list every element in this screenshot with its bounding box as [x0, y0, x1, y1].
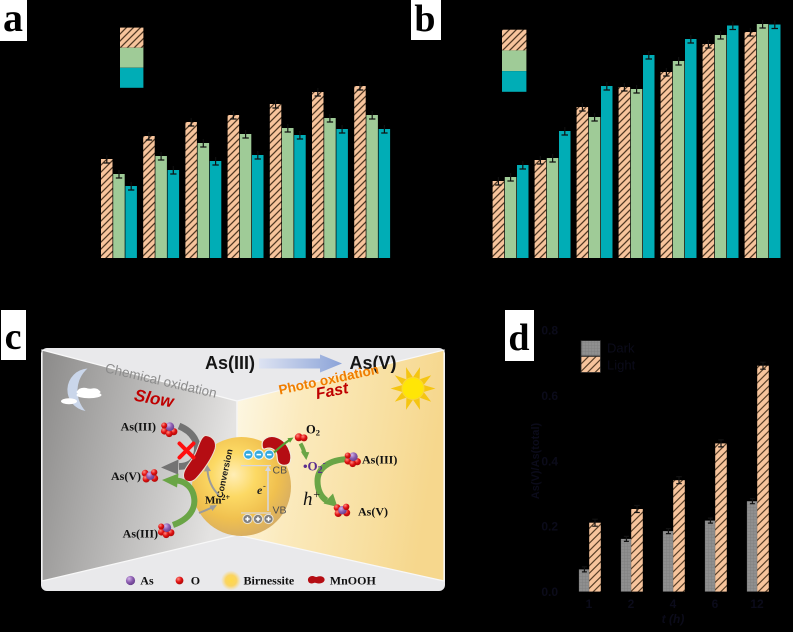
svg-text:As(III): As(III): [123, 527, 158, 541]
svg-text:CB: CB: [273, 465, 288, 477]
svg-text:VB: VB: [273, 505, 287, 517]
svg-text:d: d: [508, 317, 529, 359]
svg-text:As(V)/As(total): As(V)/As(total): [530, 422, 542, 499]
svg-text:b: b: [414, 0, 435, 40]
svg-text:2: 2: [628, 597, 635, 611]
svg-text:O: O: [191, 574, 200, 588]
svg-text:0.4: 0.4: [541, 454, 558, 468]
svg-text:0.6: 0.6: [541, 389, 558, 403]
svg-text:12: 12: [750, 597, 764, 611]
svg-text:As(III): As(III): [362, 453, 397, 467]
svg-text:As(V): As(V): [349, 353, 396, 373]
svg-text:•O2-: •O2-: [303, 458, 326, 476]
svg-text:Light: Light: [607, 358, 636, 373]
svg-text:4: 4: [670, 597, 677, 611]
svg-text:t (h): t (h): [662, 612, 685, 626]
svg-text:Fast: Fast: [314, 380, 350, 403]
svg-text:c: c: [5, 316, 22, 358]
svg-text:1: 1: [586, 597, 593, 611]
svg-text:As(III): As(III): [205, 353, 255, 373]
svg-text:e: e: [257, 483, 263, 497]
svg-text:Birnessite: Birnessite: [244, 574, 295, 588]
svg-text:6: 6: [712, 597, 719, 611]
svg-text:MnOOH: MnOOH: [330, 574, 377, 588]
svg-text:As: As: [140, 574, 154, 588]
svg-text:-: -: [263, 481, 266, 491]
svg-text:a: a: [3, 0, 23, 40]
svg-text:Dark: Dark: [607, 341, 635, 356]
svg-text:0.8: 0.8: [541, 324, 558, 338]
svg-text:0.0: 0.0: [541, 585, 558, 599]
svg-text:0.2: 0.2: [541, 520, 558, 534]
svg-text:As(V): As(V): [358, 505, 388, 519]
svg-text:As(III): As(III): [121, 420, 156, 434]
svg-text:As(V): As(V): [111, 469, 141, 483]
